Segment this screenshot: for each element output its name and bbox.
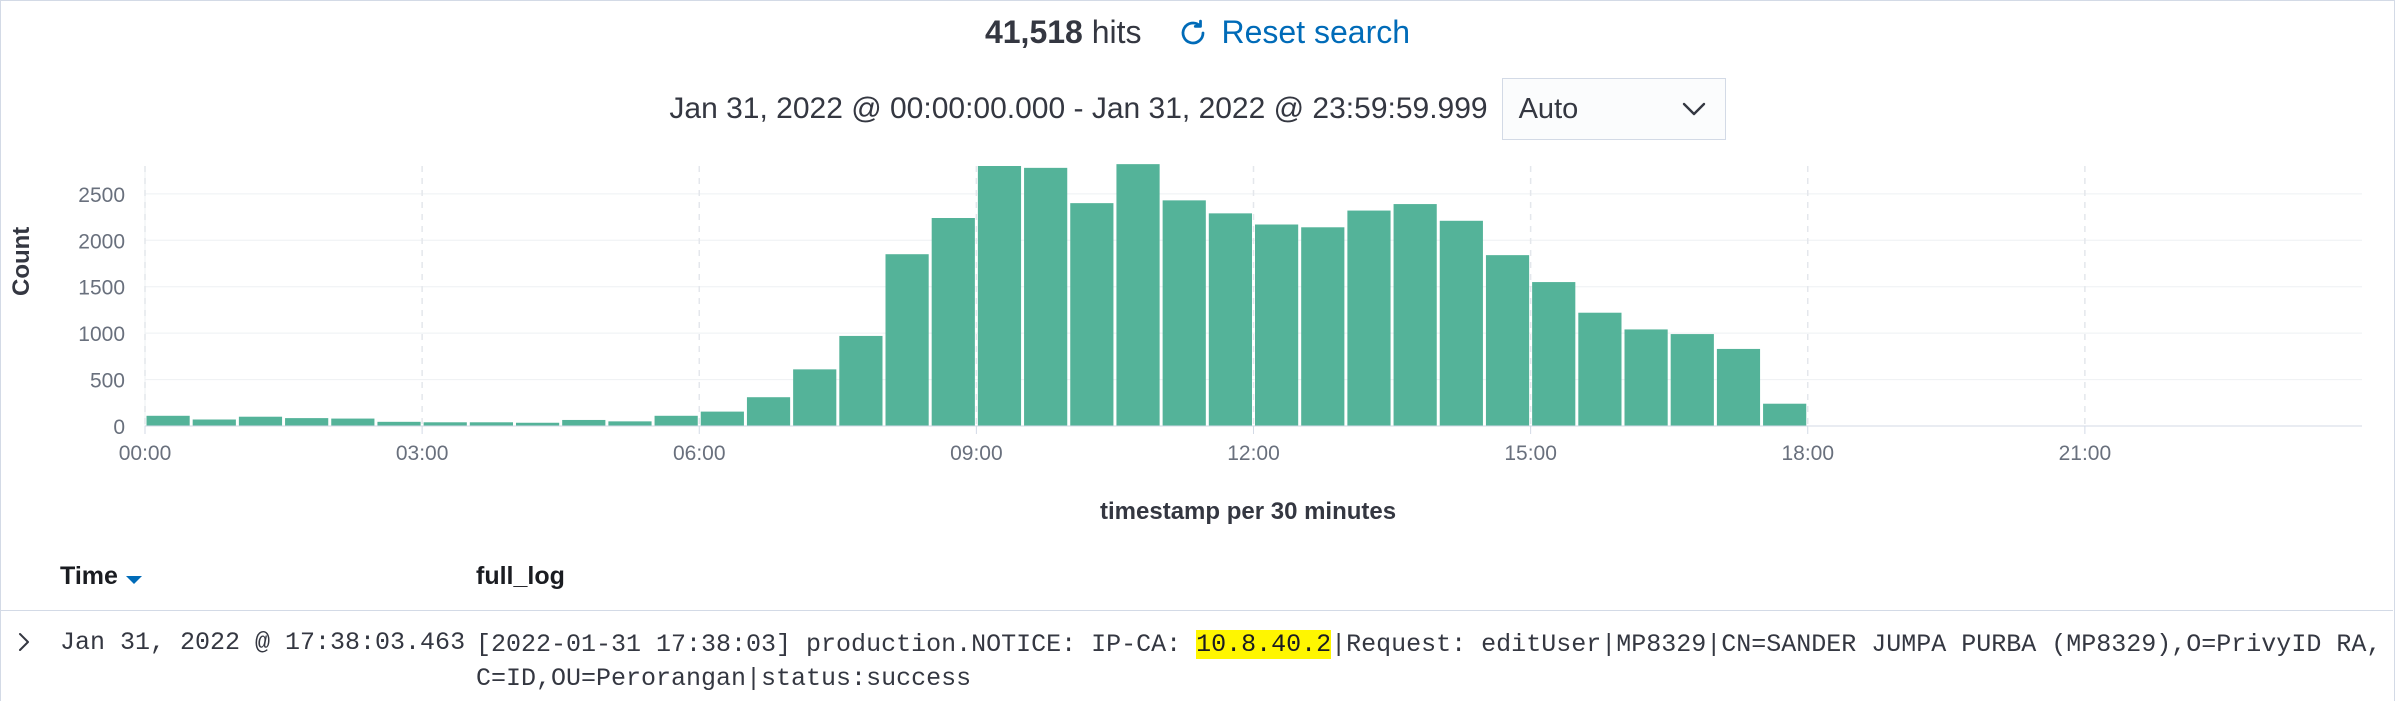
y-tick-label: 0 [113,416,125,439]
histogram-bar [285,418,329,426]
histogram-bar [192,419,236,426]
histogram-bar [885,254,929,426]
histogram-bar [700,411,744,426]
histogram-bar [793,369,837,426]
histogram-bar [654,415,698,426]
log-text-before: [2022-01-31 17:38:03] production.NOTICE:… [476,630,1197,659]
histogram-bar [423,422,467,426]
x-tick-label: 18:00 [1781,442,1834,465]
log-highlight: 10.8.40.2 [1196,630,1332,659]
x-axis-title: timestamp per 30 minutes [1100,498,1397,525]
y-tick-label: 1000 [78,323,125,346]
histogram-bar [1716,348,1761,426]
log-text-after: |Request: editUser|MP8329|CN=SANDER JUMP… [476,630,2382,693]
x-tick-label: 06:00 [673,442,726,465]
x-tick-label: 15:00 [1504,442,1557,465]
x-tick-label: 12:00 [1227,442,1280,465]
hits-label: hits [1091,14,1142,50]
y-tick-label: 1500 [78,277,125,300]
x-tick-label: 03:00 [396,442,449,465]
column-time-label: Time [60,562,118,590]
histogram-bar [377,421,421,426]
time-range-bar: Jan 31, 2022 @ 00:00:00.000 - Jan 31, 20… [0,78,2395,140]
histogram-bar [1116,164,1160,426]
histogram-bar [608,421,652,426]
histogram-bar [746,397,791,426]
histogram-bar [238,416,283,426]
histogram-bar [1485,255,1530,426]
histogram-bar [1763,403,1807,426]
histogram-chart[interactable]: 0 500 1000 1500 2000 2500 00:00 03:00 06:00 09:00… [0,150,2395,470]
row-full-log: [2022-01-31 17:38:03] production.NOTICE:… [476,628,2386,696]
x-tick-label: 09:00 [950,442,1003,465]
chevron-right-icon[interactable] [12,630,36,654]
refresh-icon [1181,19,1204,44]
reset-search-label: Reset search [1221,14,1411,50]
x-tick-label: 21:00 [2059,442,2112,465]
table-row: Jan 31, 2022 @ 17:38:03.463 [2022-01-31 … [0,620,2393,702]
histogram-bar [1670,334,1714,426]
hits-count: 41,518 hits [985,14,1142,51]
row-timestamp: Jan 31, 2022 @ 17:38:03.463 [60,628,466,657]
hits-header: 41,518 hits Reset search [0,14,2395,51]
column-header-full-log[interactable]: full_log [476,562,565,590]
histogram-bar [1255,224,1299,426]
histogram-bar [977,166,1022,426]
histogram-bar [146,415,190,426]
time-range-text: Jan 31, 2022 @ 00:00:00.000 - Jan 31, 20… [669,92,1488,125]
y-axis-title: Count [8,226,35,296]
histogram-bar [1070,203,1114,426]
column-header-time[interactable]: Time [60,562,142,591]
histogram-bar [1532,282,1576,426]
histogram-bar [1347,210,1391,426]
histogram-bar [1301,227,1345,426]
chevron-down-icon [1682,102,1705,116]
histogram-bar [1624,329,1668,426]
interval-select[interactable]: Auto [1501,78,1726,140]
histogram-bar [839,335,883,426]
histogram-bar [562,419,606,426]
histogram-bar [331,418,375,426]
histogram-bar [1578,312,1622,426]
histogram-bar [516,422,560,426]
y-tick-label: 2500 [78,184,125,207]
hits-number: 41,518 [984,14,1083,50]
y-tick-label: 500 [90,370,125,393]
table-header: Time full_log [0,550,2393,611]
histogram-bar [1393,204,1437,426]
sort-descending-icon[interactable] [125,575,142,584]
histogram-bar [469,422,513,426]
histogram-bar [1208,213,1252,426]
y-tick-label: 2000 [78,230,125,253]
histogram-bar [1024,167,1068,427]
histogram-bar [1439,220,1483,426]
histogram-bar [1162,200,1206,426]
x-tick-label: 00:00 [119,442,172,465]
interval-value: Auto [1518,92,1579,125]
histogram-bar [931,218,975,426]
reset-search-button[interactable]: Reset search [1178,14,1411,51]
